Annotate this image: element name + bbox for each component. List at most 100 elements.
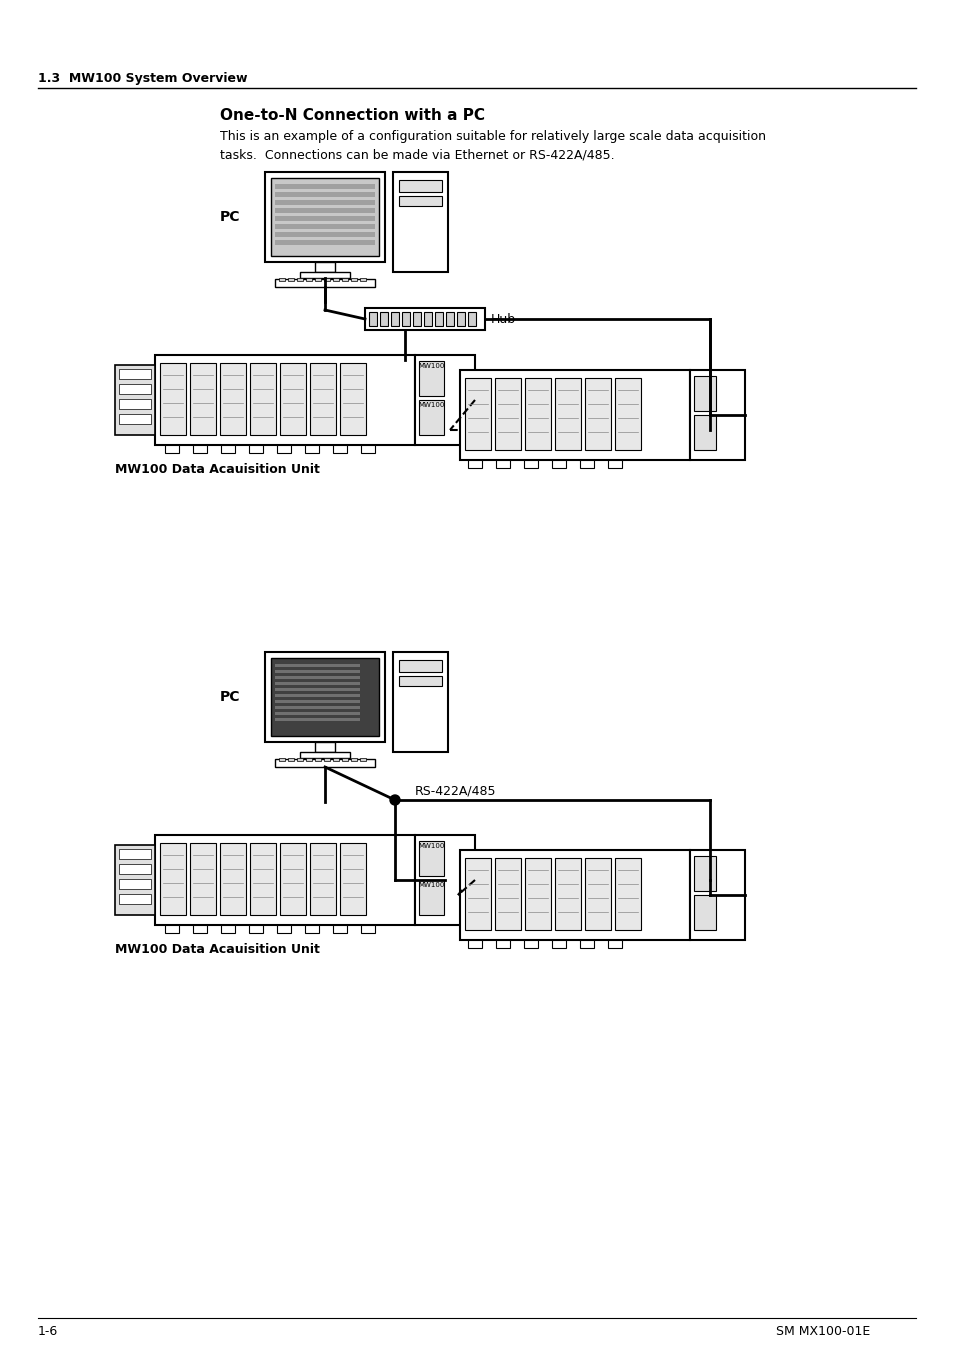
Bar (278, 278, 285, 281)
Bar (221, 925, 234, 933)
Bar (607, 940, 621, 948)
Bar (193, 925, 207, 933)
Bar (341, 757, 348, 761)
Bar (274, 718, 359, 721)
Circle shape (424, 691, 431, 697)
Bar (160, 842, 186, 915)
Bar (274, 279, 375, 288)
Bar (464, 859, 491, 930)
Bar (165, 446, 179, 454)
Bar (693, 414, 716, 450)
Bar (288, 278, 294, 281)
Bar (119, 864, 151, 873)
Bar (418, 841, 443, 876)
Bar (274, 216, 375, 221)
Bar (464, 378, 491, 450)
Bar (220, 363, 246, 435)
Bar (274, 676, 359, 679)
Bar (274, 759, 375, 767)
Text: This is an example of a configuration suitable for relatively large scale data a: This is an example of a configuration su… (220, 130, 765, 143)
Bar (274, 701, 359, 703)
Bar (220, 842, 246, 915)
Bar (274, 200, 375, 205)
Bar (310, 363, 335, 435)
Bar (552, 460, 565, 468)
Bar (579, 940, 594, 948)
Text: MW100 Data Acauisition Unit: MW100 Data Acauisition Unit (115, 463, 319, 477)
Bar (468, 312, 476, 325)
Bar (496, 460, 510, 468)
Bar (584, 859, 610, 930)
Bar (584, 378, 610, 450)
Bar (250, 842, 275, 915)
Bar (119, 383, 151, 394)
Bar (435, 312, 442, 325)
Bar (274, 694, 359, 697)
Bar (193, 446, 207, 454)
Bar (693, 856, 716, 891)
Bar (341, 278, 348, 281)
Text: 1.3  MW100 System Overview: 1.3 MW100 System Overview (38, 72, 247, 85)
Bar (119, 879, 151, 890)
Bar (360, 925, 375, 933)
Bar (339, 842, 366, 915)
Bar (459, 370, 689, 460)
Bar (398, 180, 441, 192)
Bar (418, 400, 443, 435)
Bar (276, 446, 291, 454)
Circle shape (424, 211, 431, 217)
Text: 1-6: 1-6 (38, 1324, 58, 1338)
Bar (423, 312, 432, 325)
Bar (555, 859, 580, 930)
Bar (265, 652, 385, 742)
Bar (359, 757, 366, 761)
Bar (324, 278, 330, 281)
Bar (523, 940, 537, 948)
Bar (250, 363, 275, 435)
Bar (190, 363, 215, 435)
Bar (615, 378, 640, 450)
Bar (333, 925, 347, 933)
Bar (524, 378, 551, 450)
Bar (398, 676, 441, 686)
Bar (119, 400, 151, 409)
Bar (160, 363, 186, 435)
Text: MW100 Data Acauisition Unit: MW100 Data Acauisition Unit (115, 944, 319, 956)
Bar (324, 757, 330, 761)
Bar (393, 652, 448, 752)
Bar (274, 208, 375, 213)
Circle shape (424, 221, 431, 227)
Bar (288, 757, 294, 761)
Text: PC: PC (220, 690, 240, 703)
Bar (333, 446, 347, 454)
Bar (249, 446, 263, 454)
Bar (271, 657, 378, 736)
Bar (274, 224, 375, 230)
Bar (119, 414, 151, 424)
Bar (274, 670, 359, 674)
Bar (495, 859, 520, 930)
Text: SM MX100-01E: SM MX100-01E (775, 1324, 869, 1338)
Circle shape (390, 795, 399, 805)
Text: Hub: Hub (491, 313, 516, 325)
Bar (391, 312, 398, 325)
Bar (365, 308, 484, 329)
Bar (693, 377, 716, 410)
Bar (274, 711, 359, 716)
Bar (305, 925, 318, 933)
Text: MW100: MW100 (417, 882, 444, 888)
Bar (276, 925, 291, 933)
Bar (415, 355, 475, 446)
Bar (607, 460, 621, 468)
Bar (555, 378, 580, 450)
Bar (413, 312, 420, 325)
Bar (274, 706, 359, 709)
Bar (265, 171, 385, 262)
Bar (468, 940, 481, 948)
Bar (333, 757, 338, 761)
Bar (689, 850, 744, 940)
Bar (401, 312, 410, 325)
Bar (154, 836, 415, 925)
Bar (418, 360, 443, 396)
Bar (280, 842, 306, 915)
